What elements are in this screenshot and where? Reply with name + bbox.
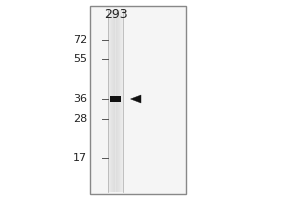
Bar bbox=[108, 10, 109, 192]
Bar bbox=[121, 10, 122, 192]
Text: 55: 55 bbox=[73, 54, 87, 64]
Text: 72: 72 bbox=[73, 35, 87, 45]
Bar bbox=[112, 10, 113, 192]
Text: 28: 28 bbox=[73, 114, 87, 124]
Bar bbox=[114, 10, 115, 192]
Bar bbox=[109, 10, 110, 192]
Text: 293: 293 bbox=[104, 7, 127, 21]
Text: 17: 17 bbox=[73, 153, 87, 163]
Bar bbox=[110, 10, 111, 192]
Bar bbox=[90, 6, 186, 194]
Bar bbox=[122, 10, 123, 192]
Bar bbox=[108, 10, 123, 192]
Bar bbox=[117, 10, 118, 192]
Bar bbox=[110, 96, 121, 102]
Polygon shape bbox=[130, 95, 141, 103]
Bar bbox=[111, 10, 112, 192]
Bar bbox=[119, 10, 120, 192]
Bar bbox=[118, 10, 119, 192]
Bar bbox=[120, 10, 121, 192]
Bar bbox=[115, 10, 116, 192]
Bar bbox=[116, 10, 117, 192]
Text: 36: 36 bbox=[73, 94, 87, 104]
Bar bbox=[113, 10, 114, 192]
